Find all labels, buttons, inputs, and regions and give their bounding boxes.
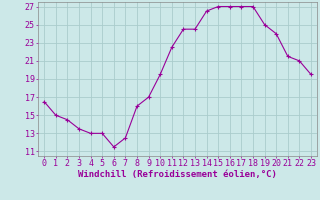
X-axis label: Windchill (Refroidissement éolien,°C): Windchill (Refroidissement éolien,°C): [78, 170, 277, 179]
